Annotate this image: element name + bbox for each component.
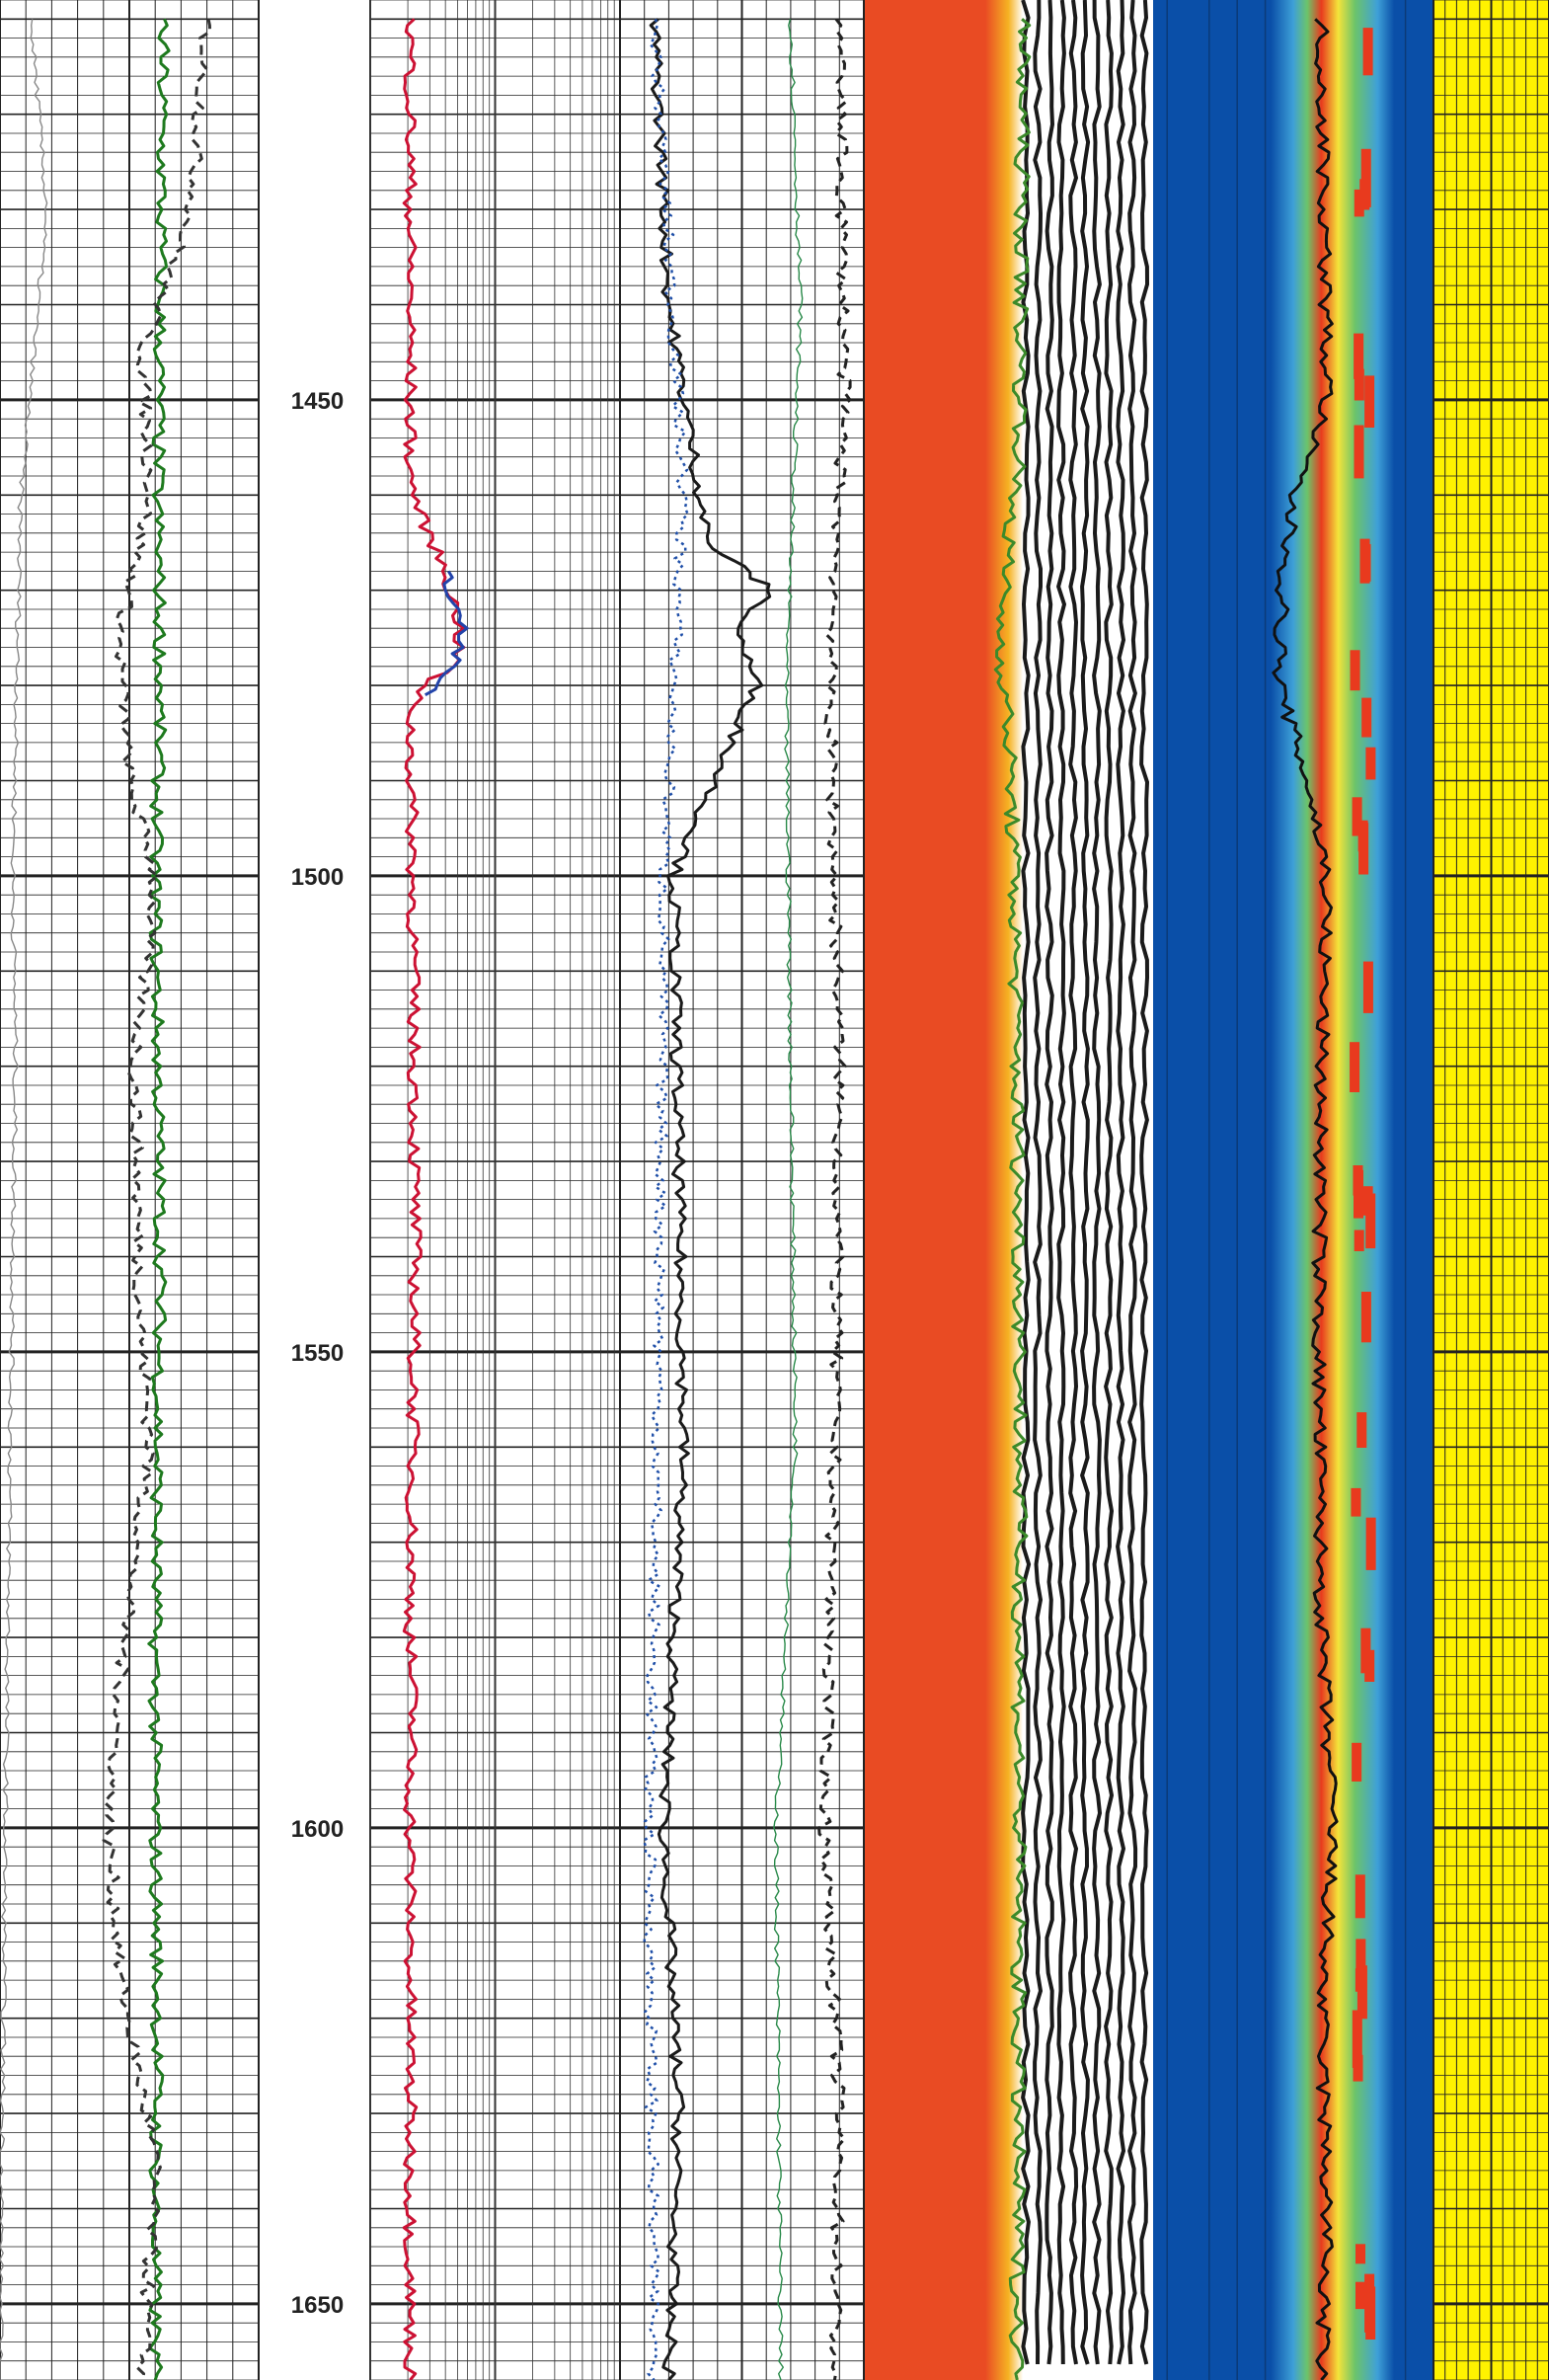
heatmap-hot-spot	[1354, 368, 1364, 401]
heatmap-hot-spot	[1365, 1193, 1376, 1249]
waveform-trace	[1080, 0, 1091, 2365]
heatmap-hot-spot	[1351, 1487, 1361, 1517]
heatmap-image-bg	[1153, 0, 1433, 2380]
heatmap-hot-spot	[1355, 2281, 1365, 2310]
heatmap-hot-spot	[1354, 333, 1364, 379]
heatmap-hot-spot	[1356, 1965, 1367, 2020]
track2-curve-0	[402, 18, 466, 2380]
waveform-trace	[1127, 0, 1138, 2365]
heatmap-hot-spot	[1354, 1230, 1364, 1251]
heatmap-hot-spot	[1356, 1412, 1367, 1448]
grid-track3	[619, 0, 865, 2380]
waveform-trace	[1021, 0, 1032, 2365]
waveform-trace	[1045, 0, 1055, 2365]
track2-curve-1	[424, 570, 469, 697]
heatmap-hot-spot	[1350, 1042, 1360, 1092]
heatmap-hot-spot	[1355, 2244, 1366, 2264]
heatmap-hot-spot	[1360, 148, 1371, 207]
heatmap-hot-spot	[1350, 650, 1360, 691]
heatmap-hot-spot	[1365, 1517, 1376, 1570]
log-curves	[0, 18, 1339, 2380]
heatmap-hot-spot	[1358, 823, 1369, 875]
depth-tick-label: 1650	[291, 2292, 344, 2319]
waveform-traces	[1021, 0, 1150, 2365]
waveform-trace	[1033, 0, 1044, 2365]
heatmap-hot-spot	[1352, 1742, 1362, 1782]
depth-axis: 1450 1500 1550 1600 1650	[291, 388, 344, 2319]
waveform-trace	[1092, 0, 1103, 2365]
track1-curve-0	[147, 18, 171, 2380]
depth-tick-label: 1450	[291, 388, 344, 415]
heatmap-hot-spot	[1360, 1292, 1371, 1343]
heatmap-hot-spot	[1352, 2010, 1362, 2068]
heatmap-hot-spot	[1354, 425, 1364, 479]
heatmap-hot-spot	[1362, 961, 1373, 1013]
track3-curve-0	[649, 18, 772, 2380]
depth-tick-label: 1600	[291, 1816, 344, 1843]
track3-curve-3	[817, 18, 852, 2380]
heatmap-hot-spot	[1352, 797, 1362, 836]
depth-tick-label: 1550	[291, 1340, 344, 1367]
depth-tick-label: 1500	[291, 864, 344, 891]
track4-curve-0	[993, 18, 1032, 2380]
heatmap-hot-spot	[1355, 1874, 1365, 1919]
heatmap-hot-spot	[1359, 538, 1370, 584]
heatmap-hot-spots	[1166, 0, 1407, 2380]
heatmap-hot-spot	[1365, 747, 1376, 780]
heatmap-hot-spot	[1355, 1968, 1365, 1992]
heatmap-hot-spot	[1364, 2273, 1375, 2333]
track-backgrounds	[259, 0, 1549, 2380]
waveform-trace	[1056, 0, 1067, 2365]
heatmap-hot-spot	[1364, 375, 1375, 428]
depth-column-bg	[259, 0, 370, 2380]
waveform-trace	[1116, 0, 1126, 2365]
grid-track1	[0, 0, 260, 2380]
track3-curve-1	[642, 18, 689, 2380]
heatmap-hot-spot	[1353, 2054, 1363, 2082]
waveform-trace	[1139, 0, 1150, 2365]
track5-curve-0	[1272, 18, 1339, 2380]
heatmap-hot-spot	[1354, 189, 1364, 217]
track3-curve-2	[773, 19, 804, 2380]
heatmap-hot-spot	[1364, 1649, 1375, 1682]
track1-curve-1	[102, 19, 212, 2380]
waveform-trace	[1104, 0, 1115, 2365]
heatmap-hot-spot	[1355, 1939, 1366, 1972]
heatmap-hot-spot	[1362, 28, 1373, 76]
heatmap-hot-spot	[1362, 1186, 1373, 1216]
waveform-image-bg	[864, 0, 1153, 2380]
track1-curve-2	[0, 19, 48, 2380]
grid-track6	[1433, 0, 1549, 2380]
heatmap-hot-spot	[1361, 697, 1372, 738]
waveform-trace	[1068, 0, 1079, 2365]
heatmap-hot-spot	[1354, 1169, 1364, 1219]
